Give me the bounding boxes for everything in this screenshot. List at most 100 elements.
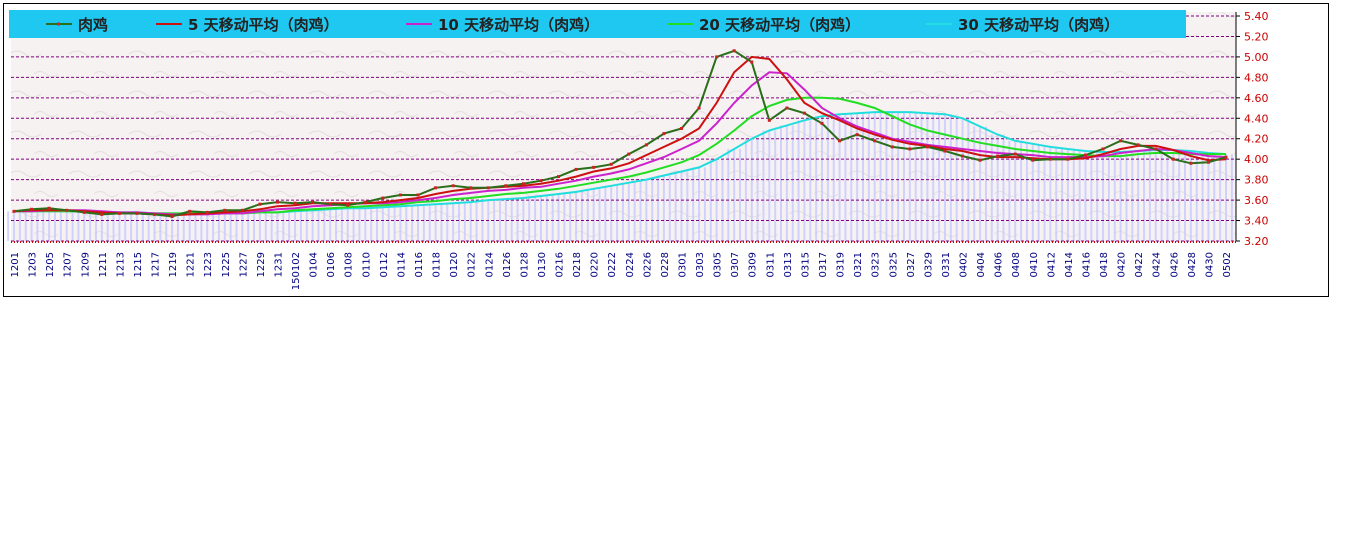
x-tick-label: 0420	[1117, 252, 1128, 277]
x-tick-label: 0404	[976, 252, 987, 277]
bar	[171, 213, 174, 241]
x-tick-label: 0309	[748, 252, 759, 277]
bar	[1178, 149, 1181, 241]
bar	[153, 213, 156, 241]
x-tick-label: 0303	[695, 252, 706, 277]
data-point	[1154, 147, 1158, 151]
y-tick-label: 3.60	[1244, 194, 1269, 207]
x-tick-label: 0114	[396, 252, 407, 277]
bar	[147, 213, 150, 241]
bar	[329, 209, 332, 241]
bar	[417, 205, 419, 241]
bar	[938, 114, 941, 241]
bar	[399, 206, 402, 241]
x-tick-label: 0323	[871, 252, 882, 277]
y-axis: 5.40 5.20 5.00 4.80 4.60 4.40 4.20 4.00 3.80 3.60…	[1235, 10, 1269, 248]
x-tick-label: 1213	[115, 252, 126, 277]
bar	[387, 207, 390, 241]
bar	[323, 209, 326, 241]
bar	[1125, 152, 1128, 241]
bar	[141, 212, 144, 241]
x-tick-label: 0331	[941, 252, 952, 277]
bar	[440, 204, 443, 241]
bar	[212, 213, 215, 241]
bar	[77, 211, 80, 241]
bar	[920, 113, 923, 241]
chart-frame: 5.40 5.20 5.00 4.80 4.60 4.40 4.20 4.00 3.80 3.60…	[3, 3, 1329, 297]
bar	[528, 198, 531, 241]
data-point	[1119, 139, 1123, 143]
bar	[979, 126, 982, 241]
bar	[422, 205, 425, 241]
x-tick-label: 1217	[151, 252, 162, 277]
bar	[1037, 143, 1040, 241]
bar	[563, 193, 566, 241]
x-tick-label: 0118	[432, 252, 443, 277]
bar	[797, 120, 800, 241]
bar	[457, 203, 460, 241]
data-point	[978, 158, 982, 162]
bar	[616, 185, 619, 241]
bar	[504, 199, 507, 241]
bar	[510, 199, 513, 241]
y-tick-label: 4.40	[1244, 112, 1269, 125]
bar	[534, 196, 537, 241]
data-point	[346, 203, 350, 207]
data-point	[521, 182, 525, 186]
bar	[1148, 149, 1151, 241]
bar	[627, 182, 630, 241]
data-point	[188, 209, 192, 213]
bar	[803, 120, 806, 241]
bar	[1084, 151, 1087, 241]
bar	[949, 114, 952, 241]
bar	[411, 205, 414, 241]
bar	[569, 191, 572, 241]
bar	[288, 211, 291, 241]
bar	[780, 125, 783, 241]
bar	[1195, 151, 1198, 241]
bar	[282, 212, 285, 241]
legend: 肉鸡 5 天移动平均（肉鸡） 10 天移动平均（肉鸡） 20 天移动平均（肉鸡） 30 …	[9, 10, 1186, 38]
data-point	[697, 106, 701, 110]
bar	[71, 211, 74, 241]
bar	[604, 185, 607, 241]
bar	[48, 211, 51, 241]
data-point	[785, 106, 789, 110]
series-layer	[12, 49, 1228, 218]
x-tick-label: 0216	[555, 252, 566, 277]
data-point	[820, 121, 824, 125]
bar	[522, 198, 525, 241]
bar	[42, 211, 45, 241]
x-tick-label: 0412	[1046, 252, 1057, 277]
bar	[1166, 149, 1169, 241]
bar	[352, 208, 355, 241]
x-tick-label: 0106	[326, 252, 337, 277]
x-tick-label: 1223	[203, 252, 214, 277]
data-point	[627, 152, 631, 156]
bar	[698, 167, 701, 241]
data-point	[117, 211, 121, 215]
data-point	[240, 208, 244, 212]
x-tick-label: 0416	[1081, 252, 1092, 277]
data-point	[802, 111, 806, 115]
bar	[1043, 146, 1046, 241]
bar	[727, 148, 730, 241]
x-axis: 1201 1203 1205 1207 1209 1211 1213 1215 1217 1219…	[10, 252, 1233, 290]
x-tick-label: 0126	[502, 252, 513, 277]
bar	[1078, 151, 1081, 241]
bar	[1172, 149, 1175, 241]
x-tick-label: 0224	[625, 252, 636, 277]
x-tick-label: 0128	[519, 252, 530, 277]
bar	[376, 207, 379, 241]
bar	[674, 171, 677, 241]
x-tick-label: 0104	[309, 252, 320, 277]
bar	[247, 213, 250, 241]
data-point	[311, 200, 315, 204]
bar	[1049, 146, 1052, 241]
bar	[1008, 140, 1011, 241]
bar	[984, 126, 987, 241]
bar	[370, 208, 373, 241]
bar	[258, 212, 261, 241]
x-tick-label: 0406	[994, 252, 1005, 277]
data-point	[328, 202, 332, 206]
